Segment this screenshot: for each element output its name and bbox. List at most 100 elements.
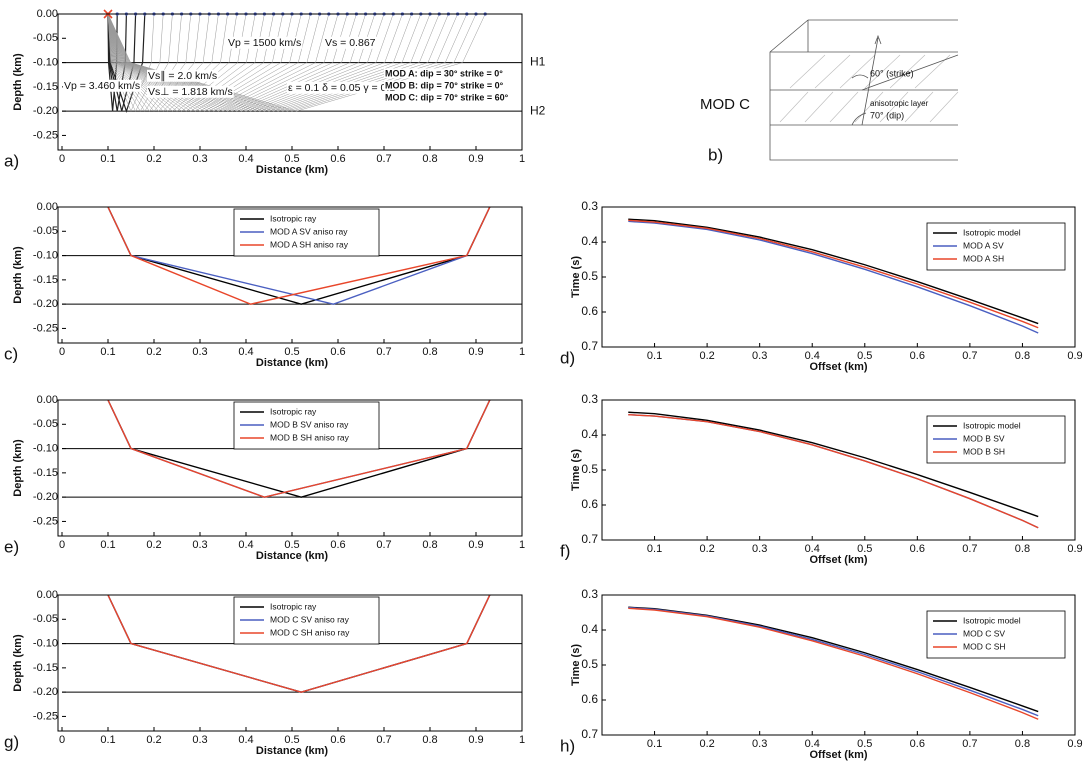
y-axis-label: Depth (km) (12, 439, 24, 497)
x-tick-label: 0.4 (238, 539, 253, 551)
x-axis-label: Distance (km) (256, 357, 328, 369)
x-axis-label: Distance (km) (256, 745, 328, 757)
y-tick-label: -0.15 (33, 467, 58, 479)
x-tick-label: 0.4 (238, 346, 253, 358)
x-tick-label: 0.7 (962, 738, 977, 750)
x-tick-label: 0.3 (752, 543, 767, 555)
block-outline (770, 20, 958, 160)
annotation: MOD B: dip = 70° strike = 0° (385, 80, 504, 90)
y-tick-label: -0.05 (33, 225, 58, 237)
x-tick-label: 0.7 (376, 734, 391, 746)
panel-label: g) (4, 732, 19, 751)
y-tick-label: -0.05 (33, 32, 58, 44)
y-axis-label: Depth (km) (12, 634, 24, 692)
annotation: ε = 0.1 δ = 0.05 γ = 0.1 (288, 82, 395, 94)
x-tick-label: 0.2 (146, 346, 161, 358)
x-tick-label: 0.8 (1015, 350, 1030, 362)
x-tick-label: 0.3 (752, 350, 767, 362)
y-axis-label: Time (s) (570, 256, 582, 298)
x-axis-label: Distance (km) (256, 550, 328, 562)
y-axis-label: Depth (km) (12, 246, 24, 304)
y-axis-label: Time (s) (570, 449, 582, 491)
x-tick-label: 0.6 (330, 346, 345, 358)
y-tick-label: -0.10 (33, 442, 58, 454)
panel: 0.10.20.30.40.50.60.70.80.90.30.40.50.60… (560, 392, 1083, 566)
x-tick-label: 0 (59, 734, 65, 746)
x-tick-label: 0.8 (1015, 543, 1030, 555)
x-tick-label: 0.7 (962, 350, 977, 362)
x-tick-label: 0.2 (699, 350, 714, 362)
y-tick-label: 0.3 (581, 587, 598, 601)
legend-label: Isotropic ray (270, 406, 317, 416)
x-tick-label: 0.9 (1067, 350, 1082, 362)
y-tick-label: 0.3 (581, 199, 598, 213)
x-tick-label: 0.1 (647, 738, 662, 750)
legend-label: MOD C SV (963, 628, 1005, 638)
figure: MOD C 60° (strike) anisotropic layer 70°… (0, 0, 1085, 769)
x-tick-label: 1 (519, 153, 525, 165)
y-tick-label: 0.3 (581, 392, 598, 406)
x-tick-label: 0.2 (146, 153, 161, 165)
legend-label: Isotropic ray (270, 213, 317, 223)
layer-label: anisotropic layer (870, 99, 929, 108)
x-tick-label: 0.6 (330, 734, 345, 746)
legend-label: MOD A SV aniso ray (270, 226, 348, 236)
x-tick-label: 0.9 (468, 734, 483, 746)
legend-label: Isotropic model (963, 227, 1021, 237)
x-tick-label: 1 (519, 539, 525, 551)
x-tick-label: 0.3 (192, 734, 207, 746)
legend-label: MOD B SV (963, 433, 1005, 443)
panel: 00.10.20.30.40.50.60.70.80.910.00-0.05-0… (4, 8, 546, 176)
x-tick-label: 0.9 (468, 346, 483, 358)
x-tick-label: 0.7 (376, 346, 391, 358)
x-tick-label: 0.1 (100, 734, 115, 746)
x-axis-label: Distance (km) (256, 164, 328, 176)
y-axis-label: Depth (km) (12, 53, 24, 111)
legend-label: MOD C SH aniso ray (270, 627, 350, 637)
x-tick-label: 0.9 (1067, 543, 1082, 555)
x-tick-label: 1 (519, 734, 525, 746)
y-tick-label: -0.20 (33, 105, 58, 117)
x-axis-label: Offset (km) (809, 749, 867, 761)
x-tick-label: 0.8 (422, 346, 437, 358)
x-tick-label: 0.9 (468, 539, 483, 551)
y-tick-label: -0.15 (33, 81, 58, 93)
panel: 00.10.20.30.40.50.60.70.80.910.00-0.05-0… (4, 394, 525, 562)
y-tick-label: -0.15 (33, 274, 58, 286)
x-tick-label: 0.4 (238, 153, 253, 165)
y-tick-label: 0.6 (581, 304, 598, 318)
x-tick-label: 0.8 (422, 734, 437, 746)
annotation: MOD A: dip = 30° strike = 0° (385, 68, 503, 78)
annotation: Vs⊥ = 1.818 km/s (148, 86, 233, 98)
y-tick-label: 0.7 (581, 339, 598, 353)
y-tick-label: 0.00 (37, 201, 58, 213)
legend-label: MOD B SV aniso ray (270, 419, 349, 429)
y-tick-label: 0.7 (581, 727, 598, 741)
x-tick-label: 0.6 (330, 539, 345, 551)
x-tick-label: 0.3 (752, 738, 767, 750)
y-tick-label: -0.25 (33, 129, 58, 141)
x-tick-label: 0.3 (192, 346, 207, 358)
annotation: Vp = 3.460 km/s (64, 80, 140, 92)
x-tick-label: 0.8 (1015, 738, 1030, 750)
x-tick-label: 0.2 (146, 734, 161, 746)
panel-label: a) (4, 151, 19, 170)
y-tick-label: -0.15 (33, 662, 58, 674)
annotation: Vp = 1500 km/s (228, 37, 301, 49)
x-tick-label: 0 (59, 346, 65, 358)
panel-label: f) (560, 541, 570, 560)
x-tick-label: 0.1 (647, 543, 662, 555)
y-tick-label: -0.10 (33, 637, 58, 649)
legend-label: Isotropic model (963, 420, 1021, 430)
x-tick-label: 0.1 (100, 346, 115, 358)
legend-label: MOD A SV (963, 240, 1004, 250)
x-tick-label: 0.1 (100, 539, 115, 551)
panel: 0.10.20.30.40.50.60.70.80.90.30.40.50.60… (560, 587, 1083, 761)
x-tick-label: 1 (519, 346, 525, 358)
x-tick-label: 0.8 (422, 539, 437, 551)
y-tick-label: 0.7 (581, 532, 598, 546)
y-tick-label: -0.25 (33, 710, 58, 722)
legend-label: Isotropic ray (270, 601, 317, 611)
